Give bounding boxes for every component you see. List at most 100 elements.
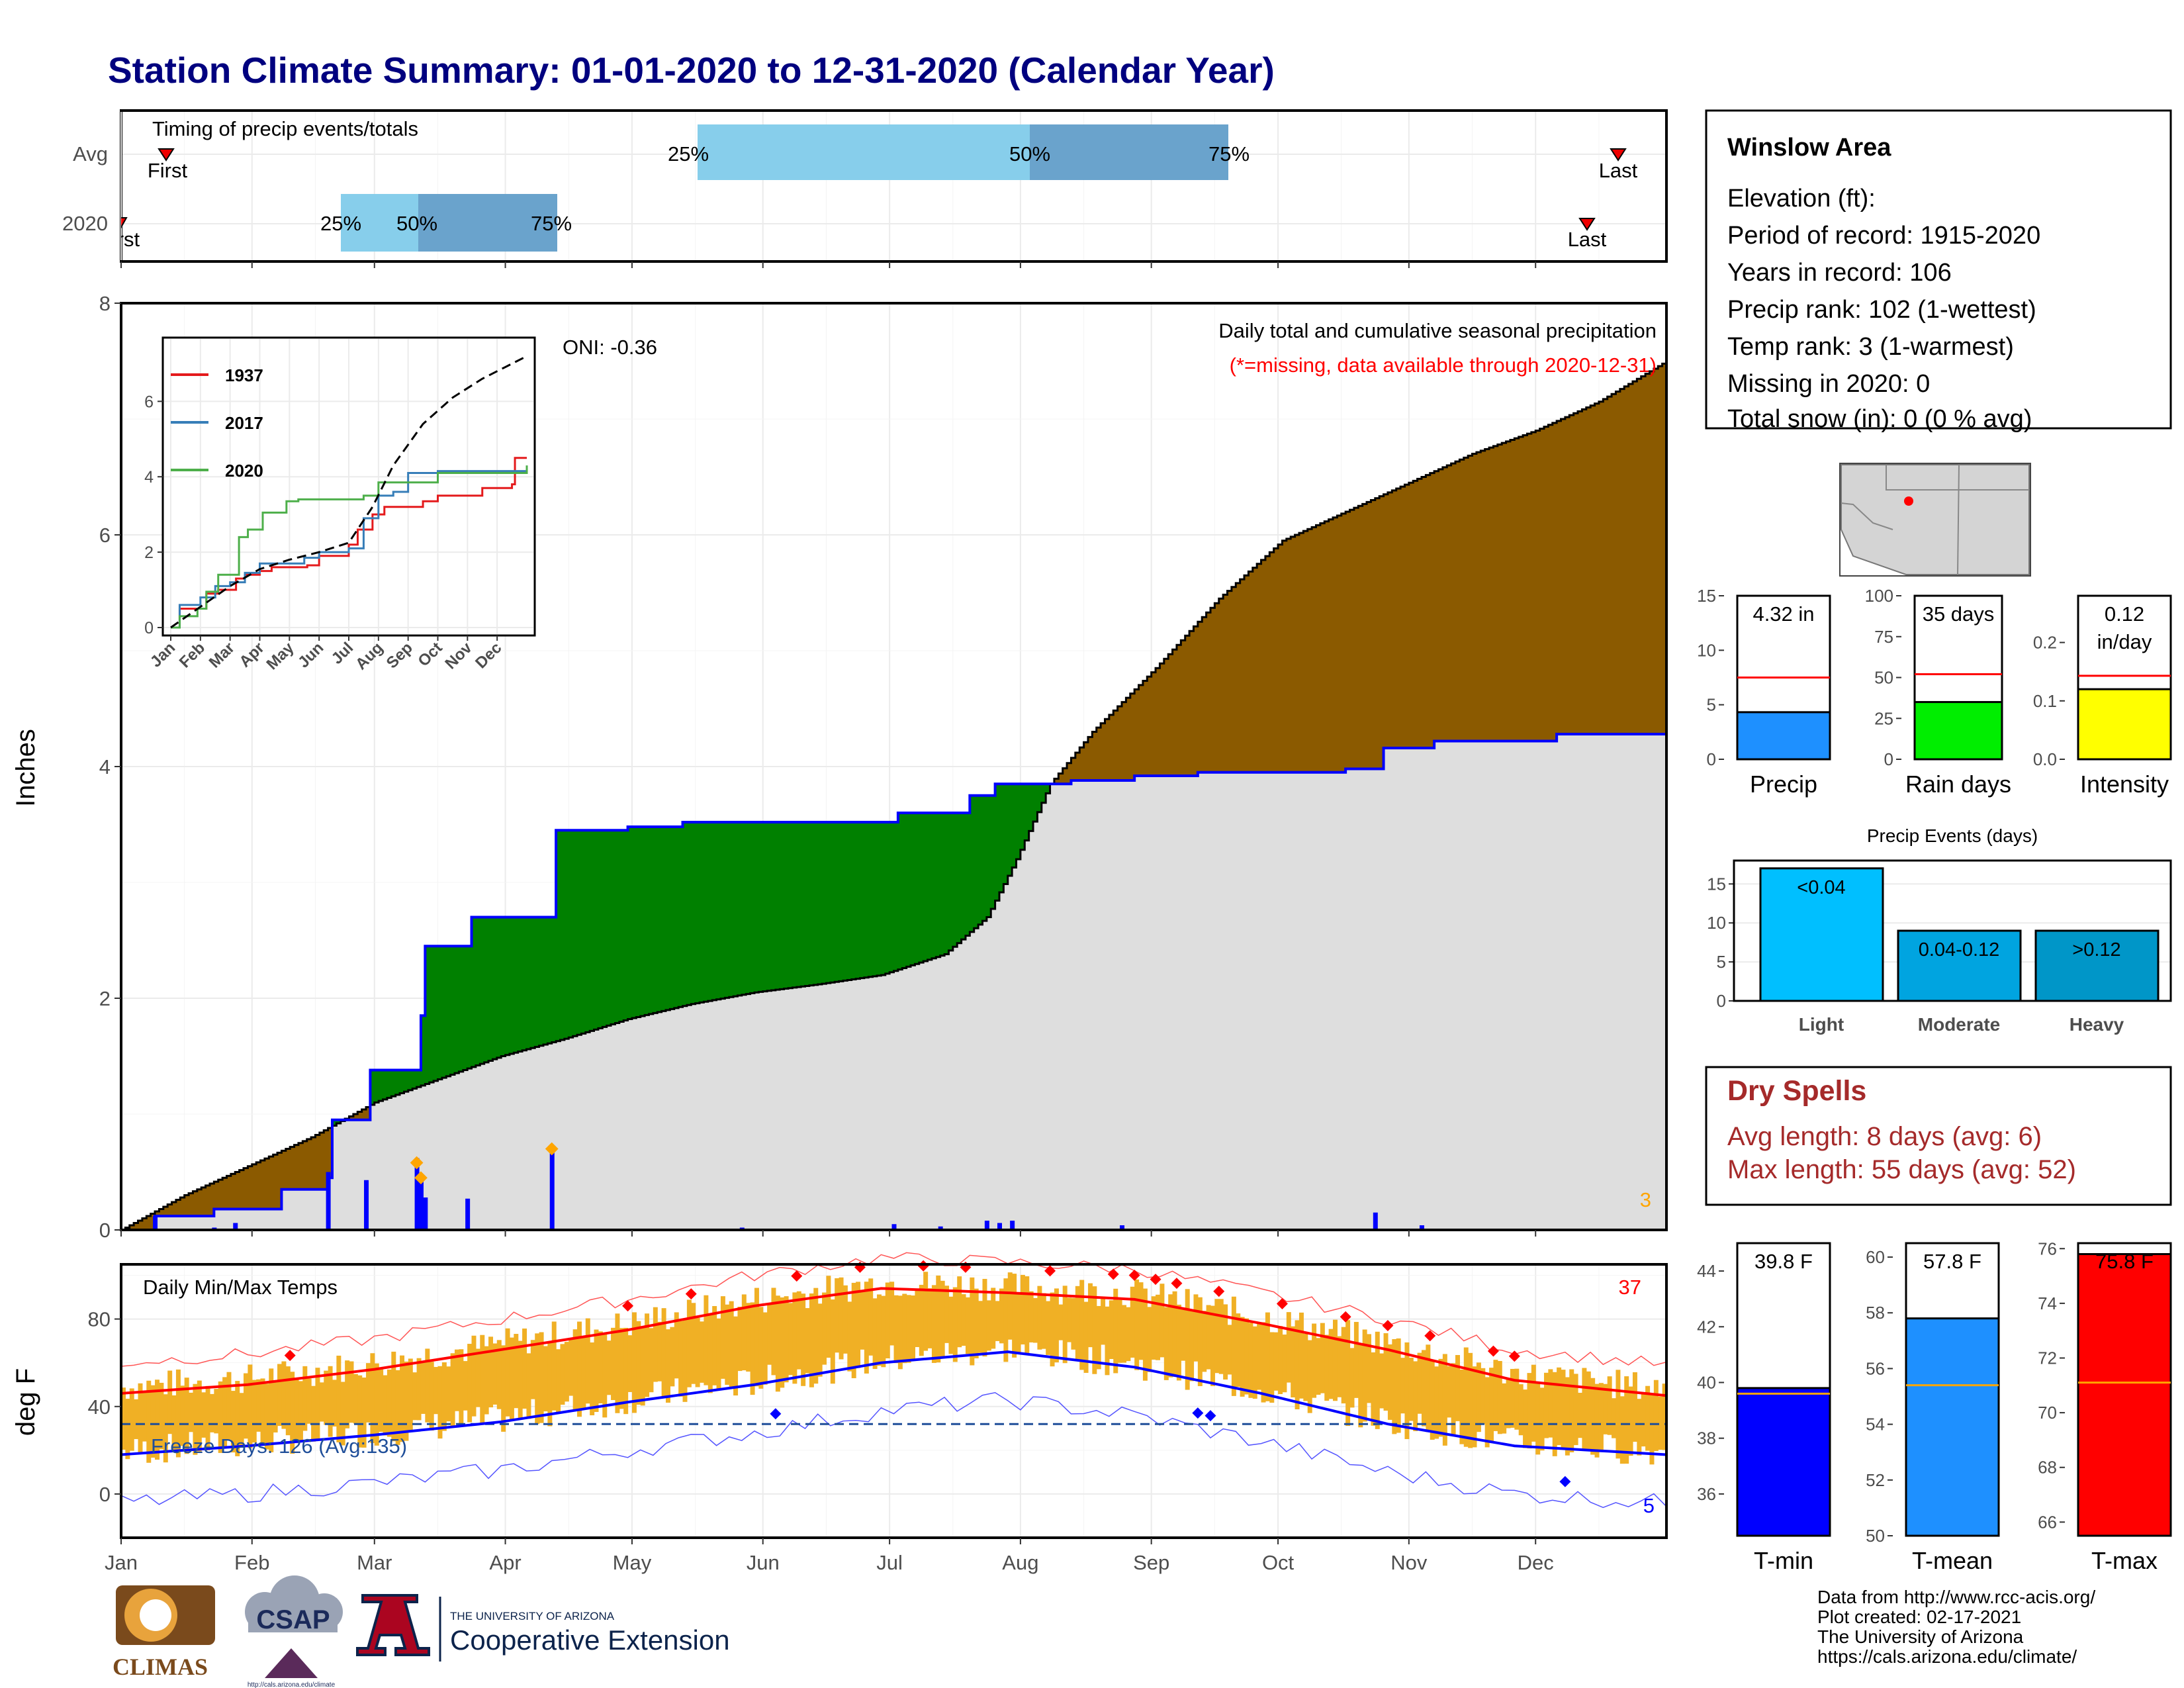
daily-temp-bar [171, 1395, 177, 1450]
daily-temp-bar [695, 1317, 700, 1387]
daily-temp-bar [167, 1370, 173, 1434]
csap-text: CSAP [256, 1605, 330, 1634]
daily-temp-bar [1101, 1297, 1106, 1345]
events-tick-label: 10 [1707, 913, 1726, 933]
daily-temp-bar [1531, 1364, 1536, 1442]
daily-temp-bar [163, 1394, 168, 1463]
legend-2020: 2020 [225, 461, 263, 481]
daily-temp-bar [522, 1328, 527, 1409]
daily-temp-bar [1379, 1353, 1385, 1409]
oni-label: ONI: -0.36 [563, 336, 657, 359]
daily-temp-bar [1079, 1280, 1085, 1370]
daily-temp-bar [1016, 1293, 1021, 1354]
daily-temp-bar [1218, 1299, 1224, 1374]
daily-temp-bar [851, 1282, 856, 1378]
record-high-marker [1508, 1350, 1520, 1362]
month-label: Sep [1133, 1551, 1169, 1574]
snow-marker [410, 1156, 424, 1170]
daily-temp-bar [889, 1282, 895, 1346]
daily-temp-bar [847, 1301, 852, 1372]
daily-temp-bar [1286, 1312, 1291, 1383]
daily-temp-bar [180, 1385, 185, 1446]
daily-temp-bar [404, 1361, 409, 1441]
daily-temp-bar [277, 1364, 283, 1427]
avg-first-marker [158, 148, 175, 162]
daily-temp-bar [248, 1364, 253, 1448]
daily-temp-bar [893, 1295, 899, 1364]
avg-75-label: 75% [1208, 142, 1250, 165]
month-label: Feb [234, 1551, 269, 1574]
daily-precip-bar [1373, 1212, 1378, 1230]
daily-temp-bar [686, 1299, 692, 1387]
daily-temp-bar [121, 1387, 126, 1450]
info-years: Years in record: 106 [1727, 259, 1952, 287]
daily-temp-bar [1358, 1344, 1363, 1428]
max-count-label: 37 [1619, 1276, 1641, 1299]
record-high-marker [622, 1300, 634, 1312]
month-label: Nov [1390, 1551, 1428, 1574]
daily-temp-bar [982, 1278, 987, 1357]
daily-precip-bar [891, 1224, 897, 1230]
y2020-25-label: 25% [320, 212, 361, 235]
daily-temp-bar [1054, 1288, 1059, 1363]
station-info-box: Winslow Area Elevation (ft): Period of r… [1705, 109, 2172, 433]
tmax-chart-tick-label: 74 [2038, 1293, 2057, 1313]
daily-temp-bar [1594, 1383, 1600, 1458]
daily-temp-bar [1565, 1377, 1570, 1456]
daily-temp-bar [974, 1288, 979, 1358]
daily-temp-bar [370, 1353, 375, 1444]
daily-temp-bar [357, 1375, 363, 1448]
record-min-line [120, 1391, 1667, 1509]
daily-temp-bar [754, 1288, 759, 1387]
daily-temp-bar [1615, 1370, 1621, 1459]
daily-temp-bar [919, 1284, 924, 1356]
ua-small-text: THE UNIVERSITY OF ARIZONA [450, 1610, 615, 1622]
daily-temp-bar [269, 1368, 274, 1452]
dry-spells-avg: Avg length: 8 days (avg: 6) [1727, 1122, 2042, 1151]
events-bar-label: 0.04-0.12 [1919, 939, 2000, 961]
daily-temp-bar [581, 1335, 586, 1409]
freeze-days-label: Freeze Days: 126 (Avg:135) [151, 1434, 407, 1458]
daily-precip-bar [1120, 1225, 1125, 1230]
month-axis: Jan Feb Mar Apr May Jun Jul Aug Sep Oct Nov Dec [105, 261, 1554, 1574]
record-high-marker [1382, 1320, 1394, 1331]
daily-temp-bar [340, 1382, 345, 1446]
snow-marker [414, 1171, 428, 1185]
daily-temp-bar [1147, 1307, 1152, 1372]
daily-temp-bar [1050, 1292, 1055, 1367]
intensity-chart-tick-label: 0.2 [2033, 633, 2057, 653]
daily-temp-bar [1539, 1387, 1545, 1451]
daily-temp-bar [606, 1340, 612, 1395]
daily-temp-bar [750, 1302, 755, 1395]
daily-temp-bar [1619, 1396, 1625, 1464]
precip-chart: 0 5 10 15 4.32 in Precip [1697, 586, 1831, 798]
daily-temp-bar [1328, 1329, 1334, 1399]
daily-temp-bar [1476, 1362, 1481, 1432]
daily-temp-bar [856, 1282, 861, 1368]
daily-temp-bar [1645, 1385, 1651, 1451]
daily-temp-bar [1210, 1305, 1215, 1386]
daily-temp-bar [1632, 1372, 1637, 1442]
daily-temp-bar [244, 1373, 248, 1439]
daily-temp-bar [1151, 1296, 1156, 1360]
daily-temp-bar [1248, 1323, 1253, 1398]
daily-temp-bar [328, 1366, 333, 1437]
daily-temp-bar [1523, 1389, 1528, 1448]
daily-temp-bar [682, 1319, 688, 1402]
daily-temp-bar [1455, 1354, 1460, 1421]
daily-temp-bar [835, 1278, 840, 1353]
daily-temp-bar [615, 1313, 620, 1413]
rain-days-chart-tick-label: 0 [1884, 749, 1893, 769]
daily-temp-bar [700, 1321, 705, 1383]
daily-temp-bar [175, 1369, 181, 1458]
daily-temp-bar [459, 1349, 464, 1426]
daily-temp-bar [1075, 1286, 1080, 1360]
daily-temp-bar [1430, 1360, 1435, 1440]
daily-temp-bar [876, 1294, 882, 1366]
rain-days-chart-tick-label: 100 [1865, 586, 1893, 606]
daily-temp-bar [1257, 1323, 1262, 1390]
csap-url: http://cals.arizona.edu/climate [248, 1681, 336, 1688]
dry-spells-title: Dry Spells [1727, 1075, 1866, 1107]
info-elevation: Elevation (ft): [1727, 185, 1876, 212]
